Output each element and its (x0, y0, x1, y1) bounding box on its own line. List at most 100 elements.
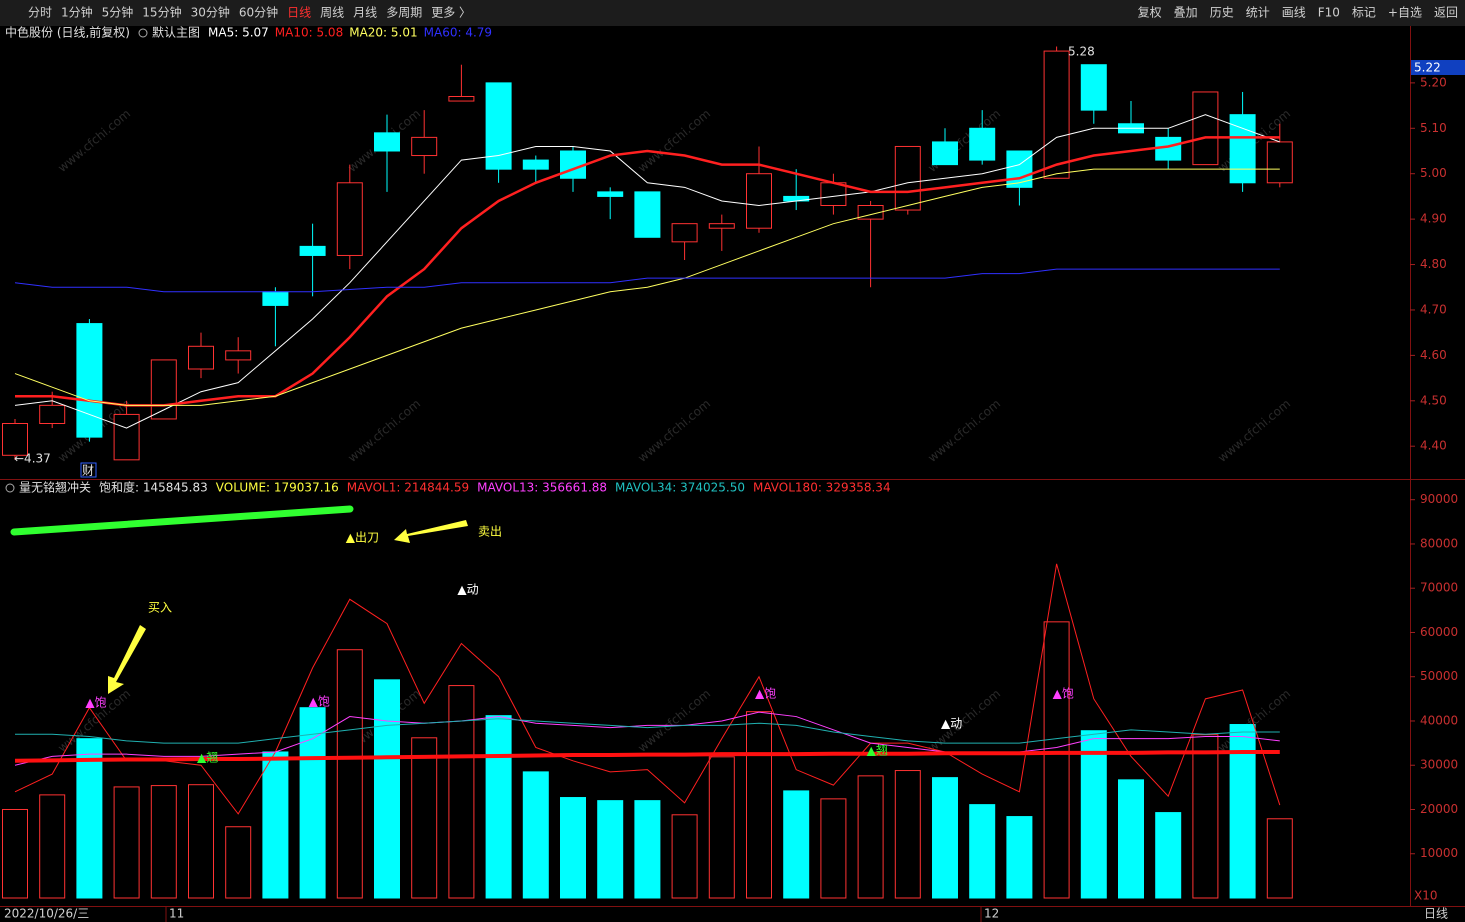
candle-body (671, 223, 698, 243)
indicator-value: MAVOL1: 214844.59 (347, 481, 469, 495)
candle-body (448, 96, 475, 102)
y-tick-label: 4.80 (1420, 257, 1447, 271)
price-marker (1411, 60, 1465, 75)
signal-marker: ▲动 (941, 717, 962, 731)
period-tab[interactable]: 30分钟 (191, 5, 230, 20)
toolbar-action[interactable]: F10 (1318, 6, 1340, 20)
candle-body (188, 345, 214, 370)
buy-label: 买入 (148, 601, 172, 615)
period-tab[interactable]: 60分钟 (239, 5, 278, 20)
toolbar-action[interactable]: 标记 (1352, 6, 1376, 20)
event-label: 财 (82, 464, 94, 478)
candle-body (2, 423, 28, 456)
candle-body (336, 182, 363, 256)
low-label: ←4.37 (14, 452, 51, 466)
period-tab[interactable]: 多周期 (386, 6, 422, 20)
volume-bar (783, 790, 810, 899)
signal-marker: ▲动 (457, 583, 478, 597)
period-tab[interactable]: 周线 (320, 6, 344, 20)
sell-label: 卖出 (478, 525, 502, 539)
volume-bar (1266, 818, 1293, 899)
indicator-title: 量无铭翘冲关 (19, 480, 91, 495)
candle-body (1192, 91, 1219, 166)
period-tab[interactable]: 5分钟 (102, 5, 134, 20)
volume-bar (560, 797, 586, 899)
date-label: 2022/10/26/三 (4, 907, 89, 921)
candle-body (932, 141, 958, 166)
high-label: 5.28 (1068, 45, 1095, 59)
icon (5, 483, 15, 493)
y-tick-label: 30000 (1420, 758, 1458, 772)
y-tick-label: 70000 (1420, 581, 1458, 595)
y-tick-label: 90000 (1420, 492, 1458, 506)
volume-bar (1192, 734, 1219, 899)
y-tick-label: 40000 (1420, 713, 1458, 727)
candle-body (113, 413, 140, 461)
legend-item: MA5: 5.07 (208, 26, 269, 40)
y-tick-label: 10000 (1420, 846, 1458, 860)
y-tick-label: 4.60 (1420, 348, 1447, 362)
candle-body (1266, 141, 1293, 184)
volume-bar (671, 814, 698, 899)
toolbar-action[interactable]: 统计 (1246, 6, 1270, 20)
volume-bar (299, 707, 326, 899)
toolbar-action[interactable]: 返回 (1434, 6, 1458, 20)
legend-item: MA20: 5.01 (349, 26, 417, 40)
buy-arrow (108, 625, 146, 694)
indicator-value: MAVOL13: 356661.88 (477, 481, 607, 495)
ma-line (14, 168, 1280, 406)
candle-body (150, 359, 177, 420)
period-tab[interactable]: 15分钟 (142, 5, 181, 20)
candle-body (39, 404, 66, 425)
main-chart-name: 默认主图 (152, 25, 200, 40)
volume-bar (225, 826, 252, 899)
ma-line (14, 114, 1280, 429)
toolbar-action[interactable]: 复权 (1138, 6, 1162, 20)
volume-bar (150, 785, 177, 899)
volume-bar (188, 784, 214, 899)
volume-bar (2, 808, 28, 899)
ma-line (15, 136, 1280, 407)
signal-marker: ▲出刀 (346, 531, 379, 545)
period-label: 日线 (1424, 907, 1448, 921)
signal-marker: ▲饱 (755, 686, 776, 701)
volume-bar (1118, 779, 1144, 899)
month-label: 11 (169, 907, 184, 921)
stock-title: 中色股份 (日线,前复权) (5, 25, 130, 40)
volume-bar (411, 737, 438, 899)
toolbar-action[interactable]: 画线 (1282, 6, 1306, 20)
toolbar-action[interactable]: +自选 (1388, 6, 1422, 20)
toolbar (0, 0, 1465, 26)
candle-body (1080, 64, 1107, 111)
volume-bar (1006, 816, 1033, 899)
signal-marker: ▲饱 (1053, 686, 1074, 701)
indicator-value: 饱和度: 145845.83 (99, 480, 208, 495)
current-price: 5.22 (1414, 61, 1441, 75)
indicator-value: VOLUME: 179037.16 (216, 481, 339, 495)
volume-bar (820, 798, 847, 899)
toolbar-action[interactable]: 历史 (1210, 6, 1234, 20)
period-tab[interactable]: 更多 〉 (431, 6, 471, 20)
period-tab[interactable]: 日线 (287, 6, 311, 20)
volume-bar (597, 800, 624, 899)
volume-bar (746, 711, 772, 899)
period-tab[interactable]: 月线 (353, 6, 377, 20)
mavol-line (14, 711, 1280, 766)
candle-body (969, 127, 996, 161)
candle-body (597, 191, 624, 197)
candle-body (485, 82, 512, 170)
volume-bar (1155, 812, 1182, 899)
y-tick-label: 5.20 (1420, 75, 1447, 89)
scale-label: X10 (1414, 889, 1438, 903)
y-tick-label: 5.00 (1420, 166, 1447, 180)
period-tab[interactable]: 1分钟 (61, 5, 93, 20)
volume-bar (708, 756, 735, 899)
toolbar-action[interactable]: 叠加 (1174, 6, 1198, 20)
drawn-line (10, 505, 354, 536)
volume-bar (894, 770, 921, 899)
signal-marker: ▲翘 (867, 744, 888, 758)
y-tick-label: 4.70 (1420, 302, 1447, 316)
event-box (80, 462, 97, 478)
period-tab[interactable]: 分时 (28, 6, 52, 20)
